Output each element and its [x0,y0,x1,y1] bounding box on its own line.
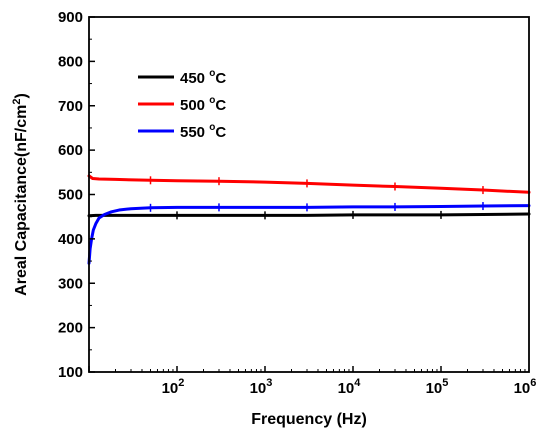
y-axis-title-end: ) [13,93,30,98]
x-axis-title: Frequency (Hz) [251,411,367,428]
y-axis-title-superscript: 2 [11,99,23,105]
x-tick-label: 105 [426,377,449,397]
y-axis-title-main: Areal Capacitance(nF/cm [13,105,30,296]
series-line-450 [87,212,531,218]
y-tick-label: 100 [58,364,83,381]
y-tick-label: 700 [58,98,83,115]
legend-label-450: 450 oC [180,68,226,87]
plot-frame [88,16,530,373]
y-axis-title: Areal Capacitance(nF/cm2) [11,93,30,296]
x-tick-label: 106 [514,377,537,397]
y-tick-label: 300 [58,275,83,292]
series-line-500 [87,174,531,194]
y-tick-label: 400 [58,231,83,248]
legend-label-500: 500 oC [180,95,226,114]
x-tick-label: 104 [338,377,362,397]
x-tick-label: 103 [250,377,273,397]
series-line-550 [87,204,531,265]
legend: 450 oC 500 oC 550 oC [138,68,226,141]
legend-label-550: 550 oC [180,122,226,141]
y-tick-label: 600 [58,142,83,159]
y-tick-label: 200 [58,320,83,337]
y-tick-label: 800 [58,53,83,70]
y-tick-label: 900 [58,9,83,26]
y-tick-label: 500 [58,187,83,204]
x-tick-label: 102 [162,377,185,397]
